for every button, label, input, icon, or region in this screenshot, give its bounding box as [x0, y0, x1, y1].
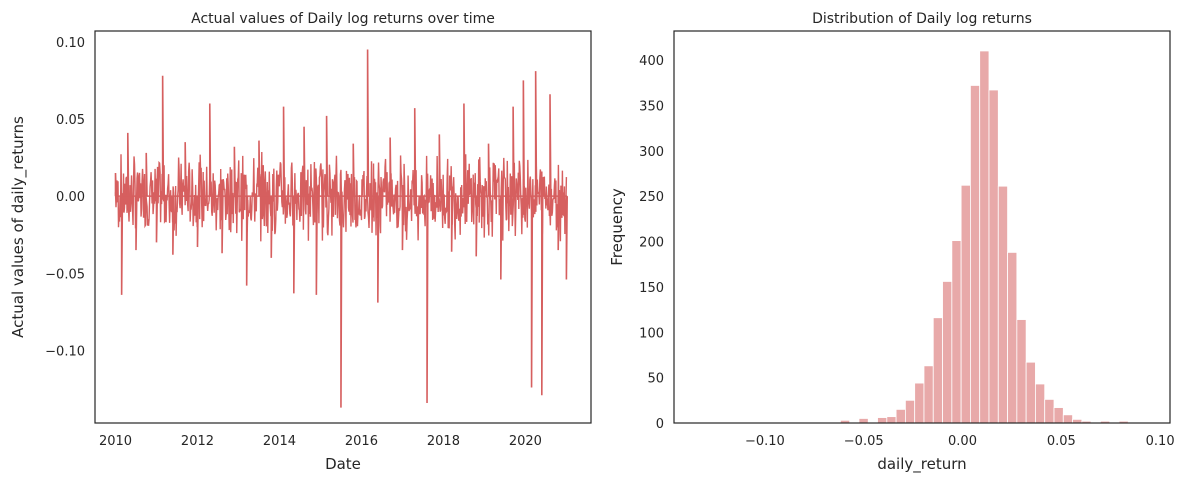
histogram-bar: [997, 185, 1008, 424]
histogram-bar: [914, 382, 925, 424]
histogram-bar: [988, 89, 999, 424]
histogram-bar: [1007, 252, 1018, 424]
line-chart-title: Actual values of Daily log returns over …: [191, 11, 495, 27]
histogram-bar: [942, 281, 953, 424]
histogram-bar: [960, 184, 971, 424]
histogram-bar: [1062, 414, 1073, 424]
histogram-bars: [691, 50, 1138, 424]
line-y-tick-label: 0.10: [56, 36, 85, 51]
histogram-x-ticks: −0.10 −0.05 0.00 0.05 0.10: [745, 434, 1175, 449]
histogram-bar: [1053, 407, 1064, 424]
histogram-y-tick-label: 250: [639, 190, 664, 205]
histogram-bar: [877, 417, 888, 424]
histogram-bar: [1025, 361, 1036, 424]
histogram-bar: [1016, 319, 1027, 424]
line-chart-x-axis-label: Date: [325, 455, 361, 473]
histogram-bar: [858, 418, 869, 424]
line-x-tick-label: 2020: [509, 434, 542, 449]
histogram-y-tick-label: 100: [639, 326, 664, 341]
histogram-bar: [951, 240, 962, 424]
histogram-x-tick-label: 0.00: [948, 434, 977, 449]
histogram-bar: [895, 408, 906, 424]
line-x-tick-label: 2010: [99, 434, 132, 449]
histogram-bar: [1044, 399, 1055, 424]
line-y-tick-label: −0.05: [45, 267, 85, 282]
histogram-x-tick-label: −0.10: [745, 434, 785, 449]
series-line-0: [114, 49, 568, 408]
histogram-frame: [673, 30, 1171, 424]
histogram-y-tick-label: 150: [639, 281, 664, 296]
line-x-tick-label: 2012: [181, 434, 214, 449]
histogram-y-axis-label: Frequency: [608, 188, 626, 266]
histogram-y-tick-label: 350: [639, 99, 664, 114]
histogram-bar: [932, 317, 943, 424]
series-noise-band-0: [114, 151, 568, 242]
line-y-tick-label: −0.10: [45, 344, 85, 359]
line-chart-lines: [114, 49, 568, 408]
line-x-tick-label: 2018: [427, 434, 460, 449]
line-chart-x-ticks: 2010 2012 2014 2016 2018 2020: [99, 434, 542, 449]
histogram-x-axis-label: daily_return: [877, 455, 966, 474]
histogram-y-tick-label: 200: [639, 236, 664, 251]
line-y-tick-label: 0.00: [56, 190, 85, 205]
histogram-x-tick-label: 0.10: [1146, 434, 1175, 449]
histogram-x-tick-label: −0.05: [844, 434, 884, 449]
histogram-bar: [1035, 383, 1046, 424]
line-x-tick-label: 2016: [345, 434, 378, 449]
line-chart-y-axis-label: Actual values of daily_returns: [9, 116, 28, 338]
histogram-x-tick-label: 0.05: [1047, 434, 1076, 449]
histogram-bar: [905, 399, 916, 424]
histogram-bar: [923, 365, 934, 424]
histogram-y-tick-label: 50: [647, 372, 664, 387]
histogram-y-tick-label: 0: [656, 417, 664, 432]
line-chart-panel: Actual values of Daily log returns over …: [9, 11, 592, 473]
histogram-y-tick-label: 300: [639, 145, 664, 160]
histogram-y-tick-label: 400: [639, 54, 664, 69]
histogram-bar: [886, 416, 897, 424]
line-chart-y-ticks: −0.10 −0.05 0.00 0.05 0.10: [45, 36, 85, 360]
line-y-tick-label: 0.05: [56, 113, 85, 128]
line-chart-frame: [94, 30, 592, 424]
histogram-title: Distribution of Daily log returns: [812, 11, 1032, 27]
histogram-panel: Distribution of Daily log returns −0.10−…: [608, 11, 1175, 474]
line-x-tick-label: 2014: [263, 434, 296, 449]
histogram-y-ticks: 0 50 100 150 200 250 300 350 400: [639, 54, 664, 432]
histogram-bar: [970, 85, 981, 424]
histogram-bar: [979, 50, 990, 424]
